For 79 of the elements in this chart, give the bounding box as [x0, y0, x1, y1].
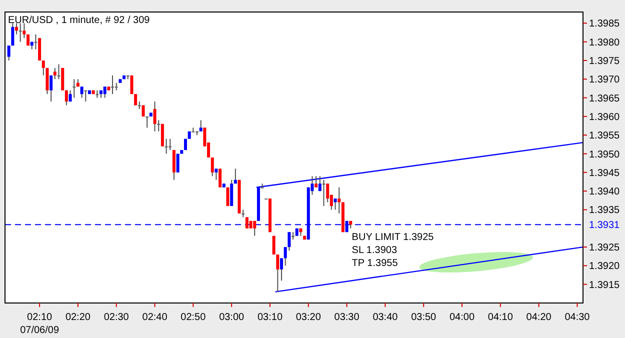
x-tick-label: 04:20 — [526, 312, 552, 323]
annotation: BUY LIMIT 1.3925 — [352, 232, 434, 243]
chart-title: EUR/USD , 1 minute, # 92 / 309 — [8, 15, 150, 26]
annotation: TP 1.3955 — [352, 258, 398, 269]
y-tick-label: 1.3925 — [589, 242, 620, 254]
annotation: SL 1.3903 — [352, 245, 398, 256]
candlestick — [199, 120, 202, 132]
y-tick-label: 1.3920 — [589, 261, 620, 272]
x-tick-label: 03:10 — [257, 312, 283, 323]
candlestick — [11, 22, 14, 46]
x-tick-label: 03:00 — [219, 312, 245, 323]
candlestick — [334, 198, 337, 210]
candlestick — [280, 258, 284, 282]
candlestick — [46, 67, 49, 95]
x-tick-label: 03:30 — [334, 312, 360, 323]
candlestick — [338, 186, 341, 214]
candlestick — [7, 45, 10, 61]
candlestick — [50, 74, 53, 102]
candlestick — [218, 168, 222, 188]
candlestick — [260, 183, 264, 188]
candlestick — [276, 254, 280, 292]
x-tick-label: 03:50 — [411, 312, 437, 323]
candlestick — [230, 179, 234, 206]
text: 07/06/09 — [20, 325, 60, 336]
y-tick-label: 1.3945 — [589, 168, 620, 179]
candlestick — [146, 116, 149, 128]
candlestick — [103, 86, 106, 98]
candlestick — [253, 220, 256, 236]
candlestick — [234, 168, 237, 184]
y-tick-label: 1.3975 — [589, 56, 620, 67]
candlestick — [214, 168, 218, 180]
y-tick-label: 1.3935 — [589, 205, 620, 216]
candlestick — [245, 216, 248, 229]
candlestick — [322, 179, 326, 206]
y-tick-label: 1.3915 — [589, 280, 620, 291]
y-tick-label: 1.3965 — [589, 93, 620, 104]
candlestick — [192, 127, 195, 132]
x-tick-label: 02:20 — [65, 312, 91, 323]
x-tick-label: 02:40 — [142, 312, 168, 323]
x-tick-label: 04:00 — [450, 312, 475, 323]
candlestick — [53, 67, 56, 80]
candlestick — [326, 183, 330, 203]
y-tick-label: 1.3985 — [589, 18, 620, 30]
candlestick — [168, 138, 172, 151]
candlestick — [72, 78, 76, 98]
candlestick — [284, 246, 287, 266]
y-tick-label: 1.3950 — [589, 149, 620, 160]
y-tick-label: 1.3980 — [589, 37, 620, 48]
candlestick — [153, 101, 156, 132]
candlestick — [22, 22, 26, 39]
candlestick — [172, 150, 176, 180]
candlestick — [38, 38, 42, 61]
candlestick — [18, 22, 22, 42]
ref-line-label: 1.3931 — [589, 220, 620, 232]
candlestick — [164, 138, 168, 154]
candlestick — [314, 176, 318, 188]
candlestick — [57, 64, 60, 80]
y-tick-label: 1.3960 — [589, 112, 620, 123]
x-tick-label: 02:10 — [27, 312, 53, 323]
candlestick — [34, 34, 38, 50]
y-tick-label: 1.3955 — [589, 130, 620, 142]
candlestick — [134, 94, 138, 106]
x-tick-label: 02:30 — [104, 312, 130, 323]
candlestick — [64, 90, 68, 106]
candlestick — [80, 86, 84, 98]
x-tick-label: 04:30 — [564, 312, 590, 323]
candlestick — [84, 90, 88, 102]
candlestick — [111, 74, 114, 95]
candlestick — [160, 123, 164, 147]
y-tick-label: 1.3970 — [589, 74, 620, 86]
candlestick — [15, 22, 18, 35]
x-tick-label: 03:20 — [296, 312, 322, 323]
candlestick — [176, 153, 180, 173]
x-tick-label: 02:50 — [180, 312, 206, 323]
x-tick-label: 03:40 — [372, 312, 398, 323]
candlestick — [61, 67, 64, 91]
candlestick — [210, 157, 214, 177]
y-tick-label: 1.3940 — [589, 186, 620, 198]
x-tick-label: 04:10 — [488, 312, 514, 323]
